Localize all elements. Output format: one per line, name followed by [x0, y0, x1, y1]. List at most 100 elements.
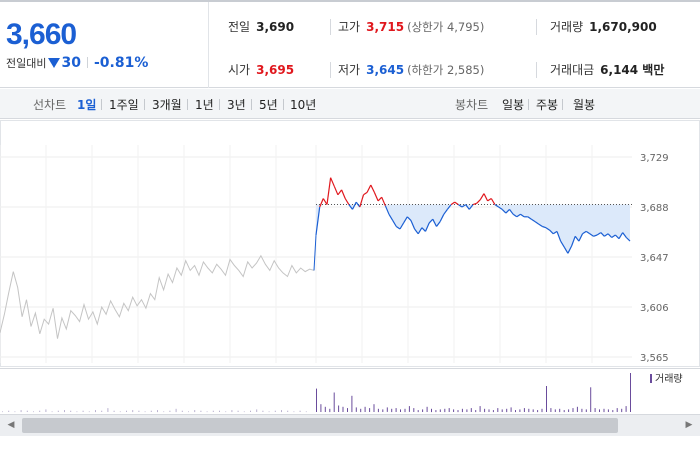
scroll-thumb[interactable]	[22, 418, 618, 433]
volume-bar	[400, 409, 401, 412]
stat-label: 저가	[338, 63, 361, 77]
stat-value: 1,670,900	[589, 20, 657, 34]
price-segment-up	[472, 202, 477, 206]
tab-1-day[interactable]: 1일	[77, 98, 97, 112]
volume-bar	[45, 409, 47, 412]
volume-bar	[268, 411, 270, 413]
price-segment-down	[465, 204, 470, 210]
volume-bar	[200, 410, 202, 412]
price-segment-down	[625, 237, 631, 242]
quote-summary: 3,660 전일대비 30 -0.81% 전일 3,690 고가 3,715 (상한가 4…	[0, 0, 700, 88]
volume-bar	[431, 408, 432, 413]
volume-bar	[262, 410, 264, 412]
volume-bar	[488, 409, 490, 412]
volume-bar	[515, 410, 516, 413]
tab-1-week[interactable]: 1주일	[109, 98, 139, 112]
volume-bar	[281, 410, 282, 413]
volume-bar	[603, 408, 605, 413]
scroll-left-icon[interactable]: ◀	[7, 420, 15, 430]
volume-bar	[386, 407, 388, 412]
volume-bar	[581, 408, 583, 413]
volume-bar	[537, 410, 539, 413]
price-segment-up	[366, 184, 372, 193]
volume-bar	[169, 410, 171, 412]
price-segment-down	[461, 204, 467, 208]
price-segment-up	[337, 189, 343, 196]
price-segment-down	[315, 206, 321, 236]
price-segment-down	[428, 218, 434, 224]
volume-bar	[576, 406, 578, 412]
price-segment-down	[534, 221, 540, 225]
volume-bar	[519, 409, 521, 412]
volume-bar	[413, 408, 415, 412]
price-segment-down	[549, 229, 554, 235]
volume-bar	[20, 410, 22, 413]
tab-weekly-candle[interactable]: 주봉	[536, 98, 559, 112]
volume-bar	[342, 406, 344, 412]
price-segment-down	[542, 225, 547, 229]
price-segment-down	[494, 204, 499, 208]
volume-bar	[51, 411, 53, 413]
tab-3-months[interactable]: 3개월	[152, 98, 182, 112]
divider	[251, 99, 252, 110]
volume-legend-label: 거래량	[655, 373, 683, 385]
divider	[536, 62, 537, 78]
scroll-right-icon[interactable]: ▶	[685, 420, 693, 430]
volume-bar	[333, 392, 335, 412]
price-segment-up	[359, 194, 365, 208]
volume-bar	[57, 410, 59, 412]
volume-bar	[107, 408, 109, 412]
y-axis: 3,729 3,688 3,647 3,606 3,565	[640, 153, 669, 364]
tab-5-years[interactable]: 5년	[259, 98, 278, 112]
volume-bar	[373, 404, 375, 412]
volume-bar	[64, 410, 65, 413]
tab-10-years[interactable]: 10년	[290, 98, 317, 112]
tab-monthly-candle[interactable]: 월봉	[573, 98, 596, 112]
price-segment-down	[512, 213, 518, 218]
price-segment-up	[330, 177, 335, 187]
price-box: 3,660 전일대비 30 -0.81%	[0, 2, 209, 88]
tab-daily-candle[interactable]: 일봉	[502, 98, 525, 112]
volume-bar	[404, 408, 406, 413]
volume-bar	[175, 408, 177, 413]
price-segment-down	[392, 220, 397, 227]
divider	[330, 19, 331, 35]
volume-bar	[138, 410, 140, 412]
price-segment-down	[417, 227, 423, 235]
volume-bar	[126, 410, 127, 412]
change-line: 전일대비 30 -0.81%	[6, 55, 148, 71]
price-segment-down	[348, 204, 353, 210]
stat-volume: 거래량 1,670,900	[550, 18, 657, 35]
change-label: 전일대비	[6, 57, 47, 70]
stat-label: 거래량	[550, 20, 584, 34]
volume-bar	[347, 408, 348, 412]
price-segment-down	[538, 223, 543, 228]
stat-value: 3,715	[366, 20, 405, 34]
chart-scrollbar[interactable]: ◀ ▶	[0, 414, 700, 436]
volume-bar	[256, 409, 258, 412]
divider	[187, 99, 188, 110]
volume-bar	[444, 408, 446, 413]
volume-bar	[250, 410, 251, 412]
volume-bar	[630, 373, 631, 412]
price-segment-down	[574, 235, 580, 242]
series-area	[0, 177, 632, 339]
grid	[0, 120, 700, 367]
volume-bar	[360, 408, 362, 413]
volume-bar	[163, 411, 165, 413]
tab-1-year[interactable]: 1년	[195, 98, 214, 112]
price-segment-down	[589, 233, 594, 237]
volume-bar	[417, 410, 419, 413]
tab-3-years[interactable]: 3년	[227, 98, 246, 112]
price-segment-up	[363, 191, 368, 196]
stat-low: 저가 3,645 (하한가 2,585)	[338, 61, 484, 78]
volume-bar	[237, 410, 239, 412]
volume-bar	[612, 410, 614, 413]
price-segment-up	[479, 193, 485, 201]
volume-bar	[88, 411, 90, 413]
price-segment-down	[458, 204, 463, 208]
price-segment-down	[556, 231, 562, 242]
y-tick-label: 3,647	[640, 253, 669, 264]
volume-bar	[435, 410, 437, 413]
price-segment-down	[614, 234, 620, 240]
